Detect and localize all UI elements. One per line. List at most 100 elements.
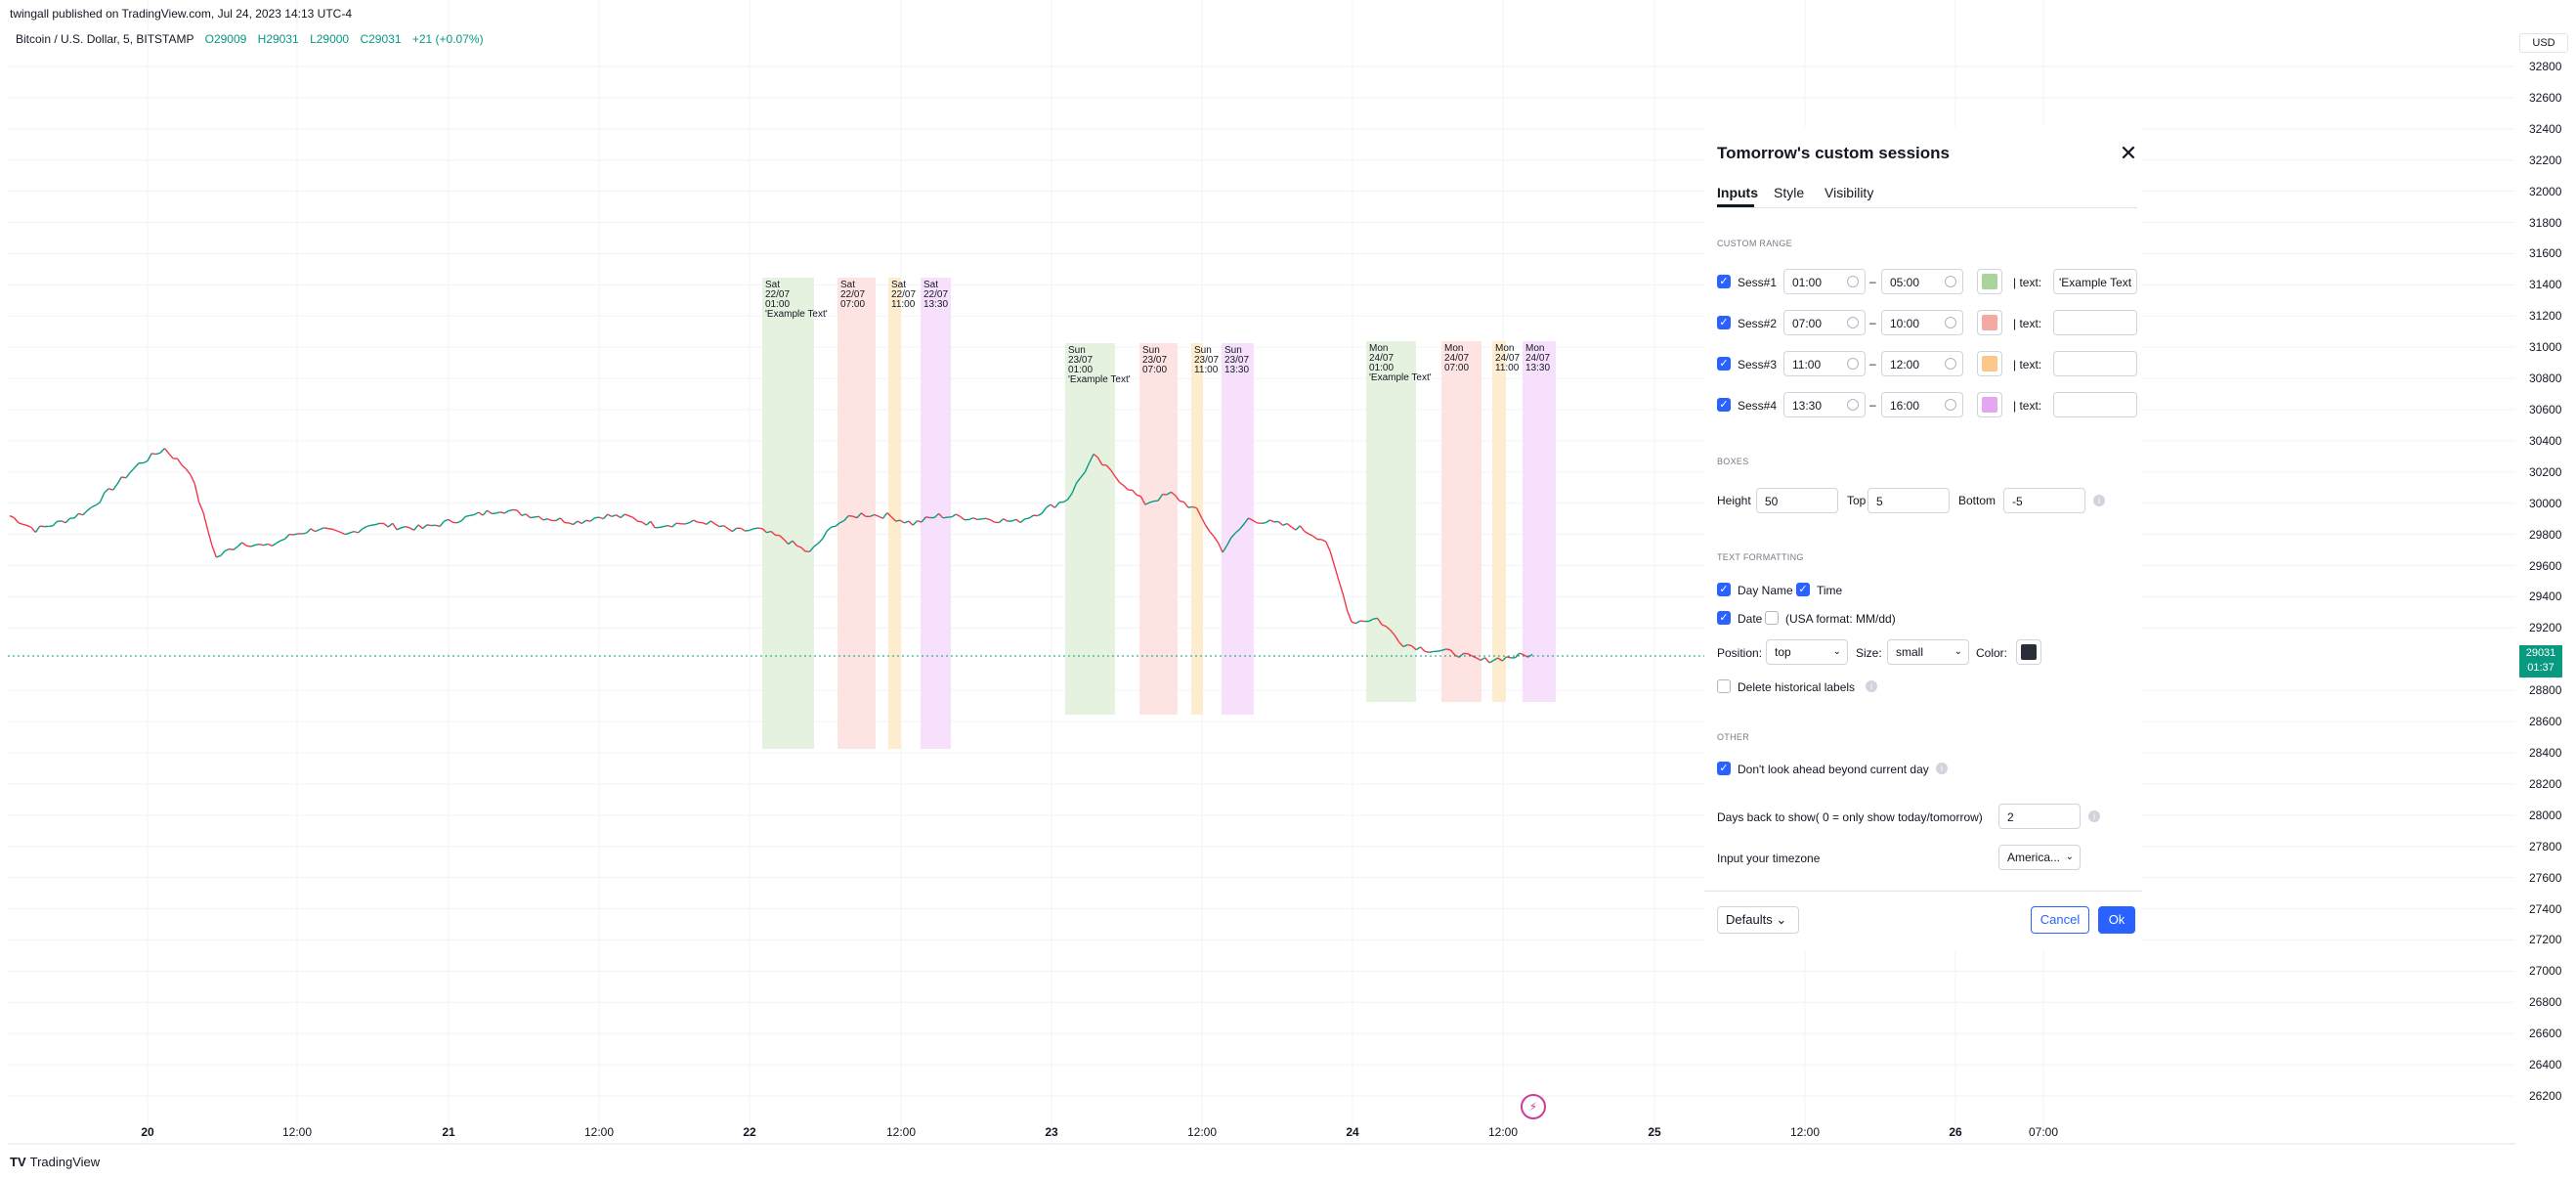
session-label-day: Sat xyxy=(891,280,907,290)
usa-format-label: (USA format: MM/dd) xyxy=(1785,612,1896,626)
session-start-input[interactable]: 01:00 xyxy=(1783,269,1866,294)
position-select[interactable]: top ⌄ xyxy=(1766,639,1848,665)
cancel-button[interactable]: Cancel xyxy=(2031,906,2089,934)
price-segment xyxy=(91,504,97,508)
session-enable-checkbox[interactable]: ✓ xyxy=(1717,357,1731,371)
price-axis-label: 32000 xyxy=(2529,184,2562,198)
price-segment xyxy=(413,524,419,531)
currency-button[interactable]: USD xyxy=(2519,33,2568,53)
price-segment xyxy=(951,513,957,518)
price-segment xyxy=(34,525,41,533)
ok-button[interactable]: Ok xyxy=(2098,906,2135,934)
price-segment xyxy=(1347,610,1352,623)
time-checkbox[interactable]: ✓ xyxy=(1796,583,1810,596)
price-segment xyxy=(869,513,875,517)
session-enable-checkbox[interactable]: ✓ xyxy=(1717,316,1731,329)
price-segment xyxy=(1011,518,1017,522)
info-icon[interactable]: i xyxy=(1866,680,1877,692)
price-segment xyxy=(1299,525,1306,532)
session-color-swatch[interactable] xyxy=(1977,392,2002,417)
tab-visibility[interactable]: Visibility xyxy=(1825,185,1874,200)
price-segment xyxy=(1441,648,1447,651)
price-segment xyxy=(1398,641,1404,647)
price-segment xyxy=(1080,471,1086,478)
price-segment xyxy=(1338,580,1345,595)
text-color-swatch[interactable] xyxy=(2016,639,2041,665)
height-input[interactable]: 50 xyxy=(1756,488,1838,513)
price-segment xyxy=(310,528,316,533)
price-segment xyxy=(353,530,359,534)
session-color-swatch[interactable] xyxy=(1977,351,2002,376)
price-axis-label: 27800 xyxy=(2529,839,2562,853)
session-start-input[interactable]: 07:00 xyxy=(1783,310,1866,335)
session-end-input[interactable]: 16:00 xyxy=(1881,392,1963,417)
price-segment xyxy=(1449,649,1456,656)
price-segment xyxy=(727,528,733,533)
session-box xyxy=(837,278,876,749)
price-segment xyxy=(1438,649,1442,652)
info-icon[interactable]: i xyxy=(2093,495,2105,506)
close-icon[interactable]: ✕ xyxy=(2119,141,2138,165)
position-value: top xyxy=(1775,645,1791,659)
price-segment xyxy=(731,527,738,533)
tab-style[interactable]: Style xyxy=(1774,185,1805,200)
info-icon[interactable]: i xyxy=(2088,810,2100,822)
lightning-icon[interactable]: ⚡ xyxy=(1521,1094,1546,1119)
session-end-input[interactable]: 12:00 xyxy=(1881,351,1963,376)
session-color-swatch[interactable] xyxy=(1977,269,2002,294)
date-checkbox[interactable]: ✓ xyxy=(1717,611,1731,625)
boxes-heading: BOXES xyxy=(1717,457,1749,466)
timezone-select[interactable]: America... ⌄ xyxy=(1998,845,2081,870)
price-segment xyxy=(108,488,113,491)
price-segment xyxy=(104,488,109,494)
session-start-input[interactable]: 11:00 xyxy=(1783,351,1866,376)
session-label-date: 23/07 xyxy=(1142,355,1168,366)
price-segment xyxy=(1015,518,1021,524)
symbol-legend[interactable]: Bitcoin / U.S. Dollar, 5, BITSTAMP O2900… xyxy=(16,32,484,46)
session-enable-checkbox[interactable]: ✓ xyxy=(1717,275,1731,288)
price-segment xyxy=(998,518,1005,524)
bottom-input[interactable]: -5 xyxy=(2003,488,2085,513)
price-segment xyxy=(224,547,230,552)
top-input[interactable]: 5 xyxy=(1868,488,1950,513)
price-segment xyxy=(163,448,170,455)
lookahead-checkbox[interactable]: ✓ xyxy=(1717,762,1731,775)
size-select[interactable]: small ⌄ xyxy=(1887,639,1969,665)
tradingview-logo[interactable]: TV TradingView xyxy=(10,1155,100,1169)
session-text-input[interactable] xyxy=(2053,351,2137,376)
symbol-name[interactable]: Bitcoin / U.S. Dollar, 5, BITSTAMP xyxy=(16,32,194,46)
session-start-input[interactable]: 13:30 xyxy=(1783,392,1866,417)
range-dash: – xyxy=(1869,398,1876,412)
price-segment xyxy=(611,514,617,517)
usa-format-checkbox[interactable]: ✓ xyxy=(1765,611,1779,625)
day-name-checkbox[interactable]: ✓ xyxy=(1717,583,1731,596)
session-box xyxy=(1065,343,1115,715)
info-icon[interactable]: i xyxy=(1936,763,1948,774)
delete-historical-checkbox[interactable]: ✓ xyxy=(1717,679,1731,693)
defaults-button[interactable]: Defaults ⌄ xyxy=(1717,906,1799,934)
tv-logo-icon: TV xyxy=(10,1155,26,1169)
session-end-value: 10:00 xyxy=(1890,317,1920,330)
session-enable-checkbox[interactable]: ✓ xyxy=(1717,398,1731,412)
session-text-label: | text: xyxy=(2013,399,2042,413)
tab-inputs[interactable]: Inputs xyxy=(1717,185,1758,200)
price-segment xyxy=(1269,519,1275,523)
session-text-input[interactable] xyxy=(2053,392,2137,417)
time-axis-label: 12:00 xyxy=(885,1125,917,1139)
session-color-swatch[interactable] xyxy=(1977,310,2002,335)
session-text-input[interactable] xyxy=(2053,310,2137,335)
session-text-input[interactable]: 'Example Text xyxy=(2053,269,2137,294)
price-segment xyxy=(822,530,828,540)
session-end-input[interactable]: 05:00 xyxy=(1881,269,1963,294)
session-label: Sun 23/07 11:00 xyxy=(1194,346,1219,375)
price-segment xyxy=(206,529,213,546)
price-segment xyxy=(1291,526,1297,531)
price-segment xyxy=(1484,657,1490,664)
session-label: Sat 22/07 01:00 'Example Text' xyxy=(765,281,828,320)
price-segment xyxy=(1497,657,1503,662)
session-end-input[interactable]: 10:00 xyxy=(1881,310,1963,335)
days-back-input[interactable]: 2 xyxy=(1998,804,2081,829)
price-axis-label: 32600 xyxy=(2529,90,2562,105)
price-axis-label: 27400 xyxy=(2529,901,2562,916)
